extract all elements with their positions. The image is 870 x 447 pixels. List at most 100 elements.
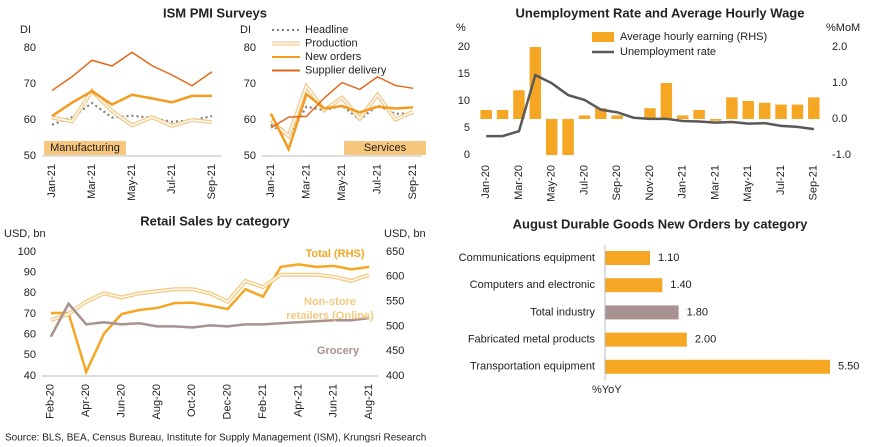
x-tick-label: Feb-20 (45, 384, 57, 419)
x-tick-label: Jan-21 (46, 164, 58, 198)
value-label: 1.10 (658, 252, 679, 264)
y-axis-label: DI (20, 24, 31, 36)
x-tick-label: Sep-21 (206, 164, 218, 199)
bar (605, 251, 650, 265)
y-axis-label: % (456, 22, 466, 34)
series-line-inner (50, 274, 370, 321)
x-tick-label: Jun-20 (115, 384, 127, 418)
bar (808, 97, 820, 119)
y-tick-label: 2.0 (832, 41, 847, 53)
x-axis-label: %YoY (592, 384, 622, 396)
bar (605, 278, 663, 293)
bar (758, 102, 771, 119)
bar (677, 115, 689, 119)
x-tick-label: Feb-21 (257, 384, 269, 419)
bar (562, 119, 574, 155)
legend-label: Headline (305, 24, 348, 36)
category-label: Transportation equipment (470, 361, 595, 373)
legend-label: Production (305, 37, 358, 49)
bar (775, 104, 787, 119)
x-tick-label: Jun-21 (328, 384, 340, 418)
y-tick-label: 20 (458, 41, 470, 53)
panel-label-box (344, 141, 426, 155)
y-axis-label: DI (240, 24, 251, 36)
bar (605, 332, 687, 347)
value-label: 1.80 (687, 306, 708, 318)
y-tick-label: 90 (24, 267, 36, 279)
x-tick-label: Sep-21 (407, 164, 419, 199)
bar (726, 97, 738, 119)
y-tick-label: 70 (244, 78, 256, 90)
bar (605, 305, 679, 320)
chart-title: Retail Sales by category (140, 213, 290, 228)
x-tick-label: Jul-21 (166, 164, 178, 194)
bar (644, 108, 656, 119)
bar (496, 110, 509, 119)
y-tick-label: -1.0 (832, 149, 851, 161)
y-tick-label: 70 (24, 78, 36, 90)
bar (595, 108, 607, 119)
y-tick-label: 70 (24, 308, 36, 320)
y-tick-label: 1.0 (832, 77, 847, 89)
y2-axis-label: %MoM (826, 22, 860, 34)
y-tick-label: 80 (24, 42, 36, 54)
x-tick-label: Aug-21 (363, 384, 375, 419)
y-tick-label: 40 (24, 370, 36, 382)
y-tick-label: 60 (24, 114, 36, 126)
series-line (269, 81, 414, 140)
legend-label: Unemployment rate (620, 46, 716, 58)
y-tick-label: 50 (24, 150, 36, 162)
series-line (486, 73, 814, 138)
x-tick-label: Aug-20 (151, 384, 163, 419)
y2-axis-label: USD, bn (384, 228, 426, 240)
x-tick-label: Apr-20 (80, 384, 92, 417)
x-tick-label: Jul-21 (371, 164, 383, 194)
bar (709, 119, 722, 121)
panel-label: Services (364, 142, 407, 154)
source: Source: BLS, BEA, Census Bureau, Institu… (5, 433, 426, 444)
y-axis-label: USD, bn (4, 228, 46, 240)
y-tick-label: 100 (18, 246, 36, 258)
y-tick-label: 50 (24, 349, 36, 361)
x-tick-label: Apr-21 (292, 384, 304, 417)
category-label: Total industry (530, 306, 595, 318)
series-line (270, 75, 414, 129)
category-label: Fabricated metal products (468, 334, 596, 346)
y-tick-label: 0.0 (832, 113, 847, 125)
legend-label: Supplier delivery (305, 64, 387, 76)
series-line (269, 91, 414, 153)
bar (791, 104, 804, 119)
bar (611, 115, 623, 119)
bar (742, 101, 755, 119)
chart-title: ISM PMI Surveys (163, 5, 267, 20)
panel-label-box (44, 141, 126, 155)
series-line-inner (270, 84, 414, 138)
series-label: Grocery (317, 345, 360, 357)
value-label: 1.40 (670, 279, 691, 291)
series-label: Total (RHS) (305, 248, 364, 260)
y-tick-label: 400 (386, 370, 404, 382)
x-tick-label: Mar-21 (709, 165, 721, 200)
bar (605, 359, 830, 374)
x-tick-label: Dec-20 (222, 384, 234, 419)
bar (480, 110, 492, 119)
y-tick-label: 60 (24, 329, 36, 341)
y-tick-label: 5 (464, 122, 470, 134)
y-tick-label: 60 (244, 114, 256, 126)
series-line (51, 89, 212, 118)
bar (513, 90, 525, 119)
y-tick-label: 50 (244, 150, 256, 162)
y-tick-label: 15 (458, 68, 470, 80)
category-label: Computers and electronic (470, 279, 596, 291)
x-tick-label: Jul-20 (578, 165, 590, 195)
series-label: Non-store retailers (Online) (286, 296, 374, 322)
x-tick-label: Sep-21 (808, 165, 820, 200)
bar (545, 119, 558, 155)
y-tick-label: 10 (458, 95, 470, 107)
x-tick-label: May-21 (742, 165, 754, 202)
x-tick-label: May-20 (546, 165, 558, 202)
x-tick-label: May-21 (336, 164, 348, 201)
chart-title: August Durable Goods New Orders by categ… (513, 216, 808, 231)
category-label: Communications equipment (459, 252, 595, 264)
